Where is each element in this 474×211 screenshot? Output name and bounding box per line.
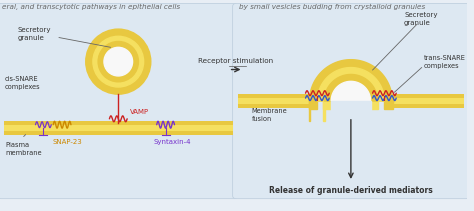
Text: Plasma
membrane: Plasma membrane bbox=[5, 142, 42, 157]
Circle shape bbox=[93, 36, 144, 87]
Bar bbox=[392, 98, 464, 104]
Circle shape bbox=[86, 29, 151, 94]
Text: SNAP-23: SNAP-23 bbox=[52, 138, 82, 145]
Text: Release of granule-derived mediators: Release of granule-derived mediators bbox=[269, 186, 433, 195]
Bar bbox=[4, 124, 233, 131]
Bar bbox=[4, 121, 233, 135]
Bar bbox=[392, 94, 464, 108]
Text: cis-SNARE
complexes: cis-SNARE complexes bbox=[5, 76, 41, 90]
Polygon shape bbox=[323, 101, 325, 121]
Text: Receptor stimulation: Receptor stimulation bbox=[198, 58, 273, 64]
Bar bbox=[237, 98, 310, 104]
Polygon shape bbox=[331, 101, 371, 113]
FancyBboxPatch shape bbox=[233, 4, 469, 199]
Text: trans-SNARE
complexes: trans-SNARE complexes bbox=[424, 55, 465, 69]
Polygon shape bbox=[331, 81, 371, 101]
Bar bbox=[237, 94, 310, 108]
Polygon shape bbox=[384, 99, 393, 109]
Circle shape bbox=[104, 47, 133, 76]
Polygon shape bbox=[324, 74, 377, 101]
Polygon shape bbox=[323, 99, 332, 109]
Text: eral, and transcytotic pathways in epithelial cells: eral, and transcytotic pathways in epith… bbox=[2, 4, 180, 9]
Polygon shape bbox=[310, 60, 392, 101]
Polygon shape bbox=[370, 99, 378, 109]
Text: Secretory
granule: Secretory granule bbox=[18, 27, 51, 41]
Text: Syntaxin-4: Syntaxin-4 bbox=[154, 138, 191, 145]
Polygon shape bbox=[309, 99, 318, 109]
Polygon shape bbox=[309, 101, 310, 121]
Text: Membrane
fusion: Membrane fusion bbox=[251, 108, 287, 122]
FancyBboxPatch shape bbox=[0, 4, 237, 199]
Circle shape bbox=[98, 42, 138, 82]
Text: by small vesicles budding from crystalloid granules: by small vesicles budding from crystallo… bbox=[238, 4, 425, 9]
Polygon shape bbox=[318, 68, 384, 101]
Text: VAMP: VAMP bbox=[130, 109, 149, 115]
Text: Secretory
granule: Secretory granule bbox=[404, 12, 438, 26]
